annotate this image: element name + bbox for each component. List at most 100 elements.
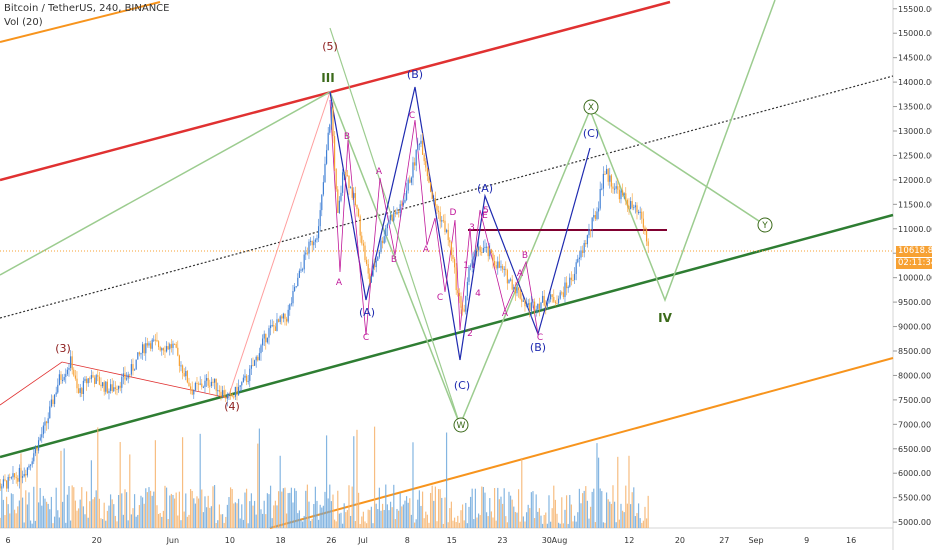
volume-bar <box>481 486 483 528</box>
volume-bar <box>154 440 156 528</box>
candle-body <box>73 369 75 376</box>
volume-bar <box>538 508 540 528</box>
volume-bar <box>159 512 161 528</box>
candle-body <box>269 325 272 329</box>
volume-bar <box>537 511 539 528</box>
wave-label: (A) <box>477 182 493 195</box>
candle-body <box>199 383 201 385</box>
volume-bar <box>146 492 148 528</box>
candle-body <box>263 333 265 339</box>
volume-bar <box>237 498 240 528</box>
candle-body <box>370 276 372 283</box>
volume-bar <box>476 517 478 528</box>
candle-body <box>383 236 385 244</box>
volume-bar <box>217 520 219 528</box>
volume-bar <box>57 510 59 528</box>
volume-bar <box>609 501 611 528</box>
volume-bar <box>369 510 371 528</box>
y-tick-label: 6000.00 <box>898 469 931 478</box>
volume-bar <box>132 508 134 528</box>
volume-bar <box>124 489 126 528</box>
candle-body <box>565 282 568 289</box>
volume-bar <box>393 484 395 528</box>
candle-body <box>449 240 451 243</box>
volume-bar <box>620 503 622 528</box>
candle-body <box>122 373 124 377</box>
candle-body <box>636 205 638 213</box>
candle-body <box>365 259 368 265</box>
volume-bar <box>41 505 43 528</box>
volume-bar <box>201 489 203 528</box>
volume-bar <box>522 516 524 528</box>
volume-bar <box>463 520 465 528</box>
volume-bar <box>444 497 446 528</box>
candle-body <box>548 299 550 303</box>
volume-bar <box>498 499 500 528</box>
volume-bar <box>85 491 88 528</box>
volume-bar <box>426 514 428 528</box>
volume-bar <box>185 493 187 528</box>
volume-bar <box>399 493 401 528</box>
volume-bar <box>415 519 417 528</box>
candle-body <box>49 406 51 419</box>
candle-body <box>33 453 35 462</box>
wave-label: 4 <box>475 289 481 299</box>
volume-bar <box>340 512 342 528</box>
candle-body <box>210 381 212 386</box>
x-tick-label: Jul <box>357 536 368 545</box>
candle-body <box>188 382 190 387</box>
candle-body <box>244 375 246 378</box>
volume-bar <box>266 493 268 528</box>
candle-body <box>373 265 376 268</box>
candle-body <box>53 394 56 405</box>
volume-bar <box>354 521 356 528</box>
candle-body <box>479 246 481 253</box>
volume-bar <box>106 510 108 528</box>
red-channel-line <box>0 0 671 182</box>
volume-bar <box>13 509 16 528</box>
candle-body <box>213 378 216 383</box>
candle-body <box>325 150 328 164</box>
volume-bar <box>484 492 486 528</box>
volume-bar <box>241 504 243 528</box>
candle-body <box>127 374 129 379</box>
candle-body <box>322 182 324 195</box>
volume-bar <box>513 506 515 528</box>
volume-bar <box>386 504 388 528</box>
volume-bar <box>183 511 185 528</box>
volume-bar <box>402 504 404 528</box>
volume-bar <box>372 523 374 528</box>
volume-bar <box>205 507 208 528</box>
volume-bar <box>541 523 544 528</box>
candle-body <box>153 339 155 341</box>
candle-body <box>242 377 244 383</box>
candle-body <box>28 465 30 468</box>
volume-bar <box>479 515 481 528</box>
candle-body <box>607 168 609 182</box>
iv-projection-path <box>589 0 776 303</box>
candle-body <box>417 144 419 150</box>
volume-bar <box>501 503 504 528</box>
candle-body <box>77 388 80 393</box>
candle-body <box>476 249 478 251</box>
volume-bar <box>389 501 392 528</box>
candle-body <box>596 211 598 220</box>
y-tick-label: 7500.00 <box>898 396 931 405</box>
candle-body <box>378 251 380 257</box>
candle-body <box>426 167 428 177</box>
candle-body <box>82 380 84 394</box>
volume-bar <box>602 522 604 528</box>
candle-body <box>29 464 32 466</box>
candle-body <box>556 302 558 304</box>
candle-body <box>239 385 241 387</box>
candle-body <box>10 477 12 479</box>
volume-bar <box>325 435 328 528</box>
volume-bar <box>364 521 366 528</box>
y-tick-label: 14500.00 <box>898 54 932 63</box>
candle-body <box>85 378 88 384</box>
volume-bar <box>639 518 641 528</box>
candle-body <box>273 325 275 327</box>
candle-body <box>321 194 323 211</box>
candle-body <box>87 378 89 384</box>
